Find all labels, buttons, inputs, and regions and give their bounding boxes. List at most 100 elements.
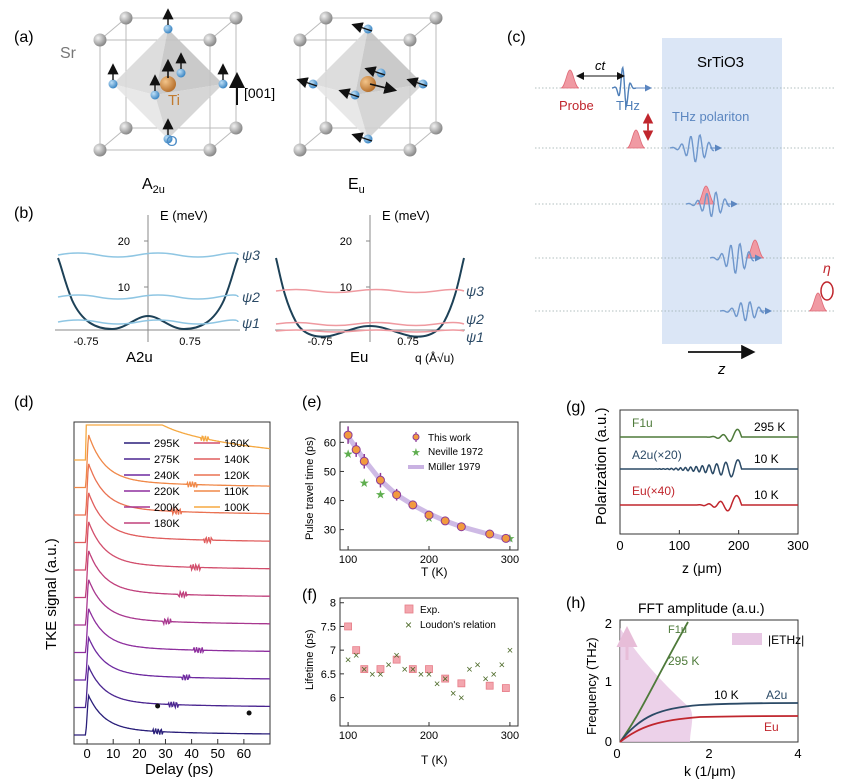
f-loudon-point: × xyxy=(491,669,497,681)
probe-label: Probe xyxy=(559,98,594,113)
e-legend-neville: Neville 1972 xyxy=(428,447,483,458)
psi2-left xyxy=(57,294,239,300)
h-f1u-temp: 295 K xyxy=(668,654,699,668)
d-trace-220K xyxy=(74,608,270,655)
g-trace-temp-1: 10 K xyxy=(754,452,779,466)
sr-atom xyxy=(293,143,307,157)
g-trace-name-0: F1u xyxy=(632,416,653,430)
b-ylabel-left: E (meV) xyxy=(160,208,208,223)
f-exp-point xyxy=(425,665,433,674)
h-f1u-curve xyxy=(619,621,689,743)
f-loudon-point: × xyxy=(474,659,480,671)
sr-atom xyxy=(429,11,443,25)
xtick-label: 200 xyxy=(420,730,438,742)
thz-polariton-wave xyxy=(709,242,755,275)
polariton-label: THz polariton xyxy=(672,109,749,124)
crystal-a2u xyxy=(93,8,243,157)
b-ylabel-right: E (meV) xyxy=(382,208,430,223)
d-legend-label-120K: 120K xyxy=(224,470,250,482)
e-neville-point: ★ xyxy=(359,476,370,490)
psi2-label-left: ψ2 xyxy=(242,289,260,305)
material-label: SrTiO3 xyxy=(697,54,744,71)
d-legend-label-110K: 110K xyxy=(224,486,250,498)
b-ytick-10-r: 10 xyxy=(340,282,352,294)
f-loudon-point: × xyxy=(393,650,399,662)
sr-atom xyxy=(229,11,243,25)
f-loudon-point: × xyxy=(385,659,391,671)
d-marker-dot xyxy=(155,703,161,709)
h-a2u-temp: 10 K xyxy=(714,688,739,702)
d-ylabel: TKE signal (a.u.) xyxy=(43,538,60,650)
f-legend-exp: Exp. xyxy=(420,605,440,616)
h-eu-curve xyxy=(619,715,799,743)
f-loudon-point: × xyxy=(458,693,464,705)
sr-atom xyxy=(319,11,333,25)
e-this-work-point xyxy=(375,475,385,485)
b-xtick-neg-r: -0.75 xyxy=(307,336,332,348)
panel-label-d: (d) xyxy=(14,394,34,411)
f-loudon-point: × xyxy=(466,664,472,676)
ti-atom xyxy=(160,76,176,92)
probe-pulse xyxy=(626,129,646,149)
f-exp-point xyxy=(392,655,401,664)
d-legend-label-140K: 140K xyxy=(224,454,250,466)
o-atom xyxy=(163,24,173,34)
mode-a2u-label: A2u xyxy=(142,176,165,196)
ytick-label: 8 xyxy=(330,598,336,610)
f-loudon-point: × xyxy=(345,655,351,667)
psi2-right xyxy=(275,321,465,327)
g-xtick-label: 200 xyxy=(728,538,750,553)
e-this-work-point xyxy=(440,516,450,526)
h-xtick-0: 0 xyxy=(613,746,620,761)
f-frame xyxy=(339,597,519,727)
d-trace-200K xyxy=(74,579,270,627)
thz-polariton-wave xyxy=(685,191,731,218)
d-legend-label-295K: 295K xyxy=(154,438,180,450)
f-exp-point xyxy=(376,665,385,674)
h-ytick-2: 2 xyxy=(605,616,612,631)
h-a2u-label: A2u xyxy=(766,688,787,702)
panel-label-f: (f) xyxy=(302,587,317,604)
sr-atom xyxy=(119,11,133,25)
f-exp-point xyxy=(352,646,361,655)
displacement-arrow xyxy=(296,77,318,88)
g-trace-1 xyxy=(620,459,798,478)
f-loudon-point: × xyxy=(499,659,505,671)
f-loudon-point: × xyxy=(369,669,375,681)
d-trace-275K xyxy=(74,664,270,710)
axis-label: [001] xyxy=(244,85,275,101)
e-this-work-point xyxy=(424,510,434,520)
g-trace-0 xyxy=(620,428,798,443)
xtick-label: 300 xyxy=(501,730,519,742)
panel-a: (a) Sr Ti O [001] A2u Eu xyxy=(14,8,443,196)
label-ti: Ti xyxy=(168,92,180,109)
g-xtick-label: 0 xyxy=(616,538,623,553)
panel-g: (g) 0 100 200 300 F1u 295 K A2u(×20) 10 K Eu(×4… xyxy=(566,399,809,576)
displacement-arrow xyxy=(406,77,428,88)
psi3-label-right: ψ3 xyxy=(466,283,484,299)
d-frame xyxy=(73,421,271,745)
b-mode-eu: Eu xyxy=(350,349,368,366)
g-trace-2 xyxy=(620,494,798,512)
o-atom xyxy=(163,134,173,144)
e-legend: This work ★ Neville 1972 Müller 1979 xyxy=(408,432,483,473)
f-data: × ×× × ×××× × × ×× ×× ×× ×× ××× xyxy=(344,622,513,705)
d-xtick-label: 50 xyxy=(210,746,224,761)
e-legend-this-work: This work xyxy=(428,433,472,444)
d-legend: 295K 275K 240K 220K 200K 180K 160K 140K 120K 110K… xyxy=(124,438,250,530)
ytick-label: 6 xyxy=(330,693,336,705)
g-trace-name-1: A2u(×20) xyxy=(632,448,682,462)
panel-c: (c) SrTiO3 ct Probe THz THz polariton η … xyxy=(507,29,836,378)
e-xlabel: T (K) xyxy=(421,565,447,579)
e-data: ★★★★★ xyxy=(343,426,515,545)
label-sr: Sr xyxy=(60,45,77,62)
displacement-arrow xyxy=(338,88,360,99)
e-this-work-point xyxy=(408,500,418,510)
rotation-icon xyxy=(820,281,834,301)
xtick-label: 200 xyxy=(420,554,438,566)
b-ytick-20-r: 20 xyxy=(340,236,352,248)
d-legend-label-220K: 220K xyxy=(154,486,180,498)
g-traces: F1u 295 K A2u(×20) 10 K Eu(×40) 10 K xyxy=(620,416,798,512)
ti-atom xyxy=(360,76,376,92)
f-loudon-point: × xyxy=(450,688,456,700)
